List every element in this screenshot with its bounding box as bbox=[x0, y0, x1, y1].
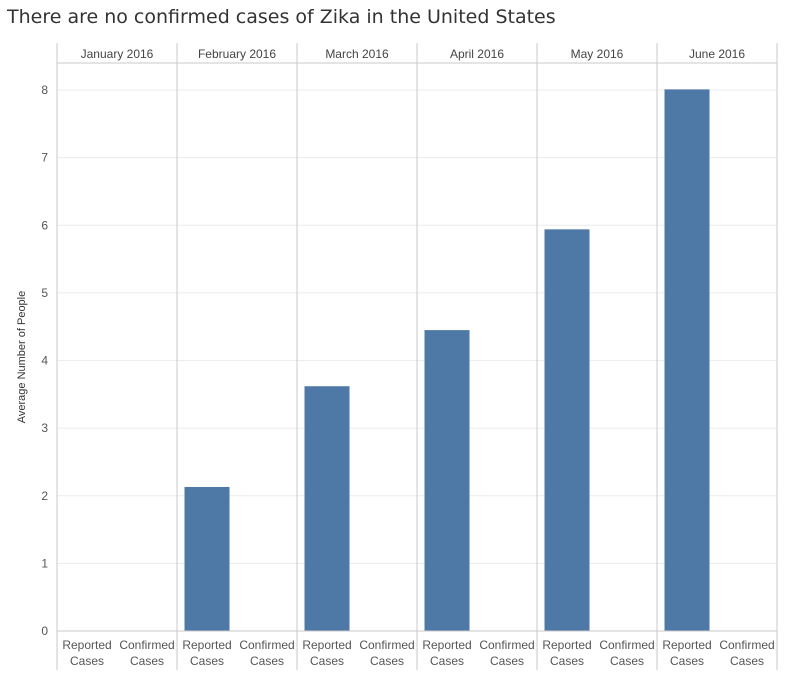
category-label-line1: Confirmed bbox=[719, 638, 774, 652]
y-tick-label: 4 bbox=[41, 354, 48, 368]
month-header: January 2016 bbox=[81, 47, 154, 61]
category-label-line1: Confirmed bbox=[239, 638, 294, 652]
y-tick-label: 2 bbox=[41, 489, 48, 503]
y-tick-label: 7 bbox=[41, 151, 48, 165]
category-label-line1: Confirmed bbox=[359, 638, 414, 652]
category-label-line1: Reported bbox=[662, 638, 711, 652]
category-label-line2: Cases bbox=[550, 654, 584, 668]
bar bbox=[544, 229, 590, 632]
month-header: April 2016 bbox=[450, 47, 504, 61]
chart-title: There are no confirmed cases of Zika in … bbox=[7, 6, 556, 28]
month-header: March 2016 bbox=[325, 47, 389, 61]
category-label-line1: Reported bbox=[182, 638, 231, 652]
bar bbox=[304, 386, 350, 631]
bar bbox=[424, 330, 470, 631]
category-label-line1: Reported bbox=[542, 638, 591, 652]
y-tick-label: 3 bbox=[41, 421, 48, 435]
category-label-line2: Cases bbox=[370, 654, 404, 668]
category-label-line2: Cases bbox=[190, 654, 224, 668]
bar bbox=[664, 89, 710, 631]
y-tick-label: 0 bbox=[41, 624, 48, 638]
y-tick-label: 8 bbox=[41, 83, 48, 97]
y-axis-label: Average Number of People bbox=[16, 291, 28, 424]
category-label-line2: Cases bbox=[70, 654, 104, 668]
category-label-line2: Cases bbox=[610, 654, 644, 668]
category-label-line2: Cases bbox=[250, 654, 284, 668]
category-label-line1: Confirmed bbox=[599, 638, 654, 652]
category-label-line1: Confirmed bbox=[479, 638, 534, 652]
month-header: June 2016 bbox=[689, 47, 745, 61]
category-label-line2: Cases bbox=[670, 654, 704, 668]
category-label-line2: Cases bbox=[310, 654, 344, 668]
month-header: February 2016 bbox=[198, 47, 276, 61]
category-label-line2: Cases bbox=[130, 654, 164, 668]
category-label-line1: Confirmed bbox=[119, 638, 174, 652]
category-label-line1: Reported bbox=[422, 638, 471, 652]
y-tick-label: 6 bbox=[41, 218, 48, 232]
category-label-line1: Reported bbox=[62, 638, 111, 652]
category-label-line2: Cases bbox=[730, 654, 764, 668]
y-tick-label: 5 bbox=[41, 286, 48, 300]
y-tick-label: 1 bbox=[41, 556, 48, 570]
category-label-line2: Cases bbox=[430, 654, 464, 668]
bar bbox=[184, 486, 230, 631]
category-label-line1: Reported bbox=[302, 638, 351, 652]
month-header: May 2016 bbox=[571, 47, 624, 61]
category-label-line2: Cases bbox=[490, 654, 524, 668]
